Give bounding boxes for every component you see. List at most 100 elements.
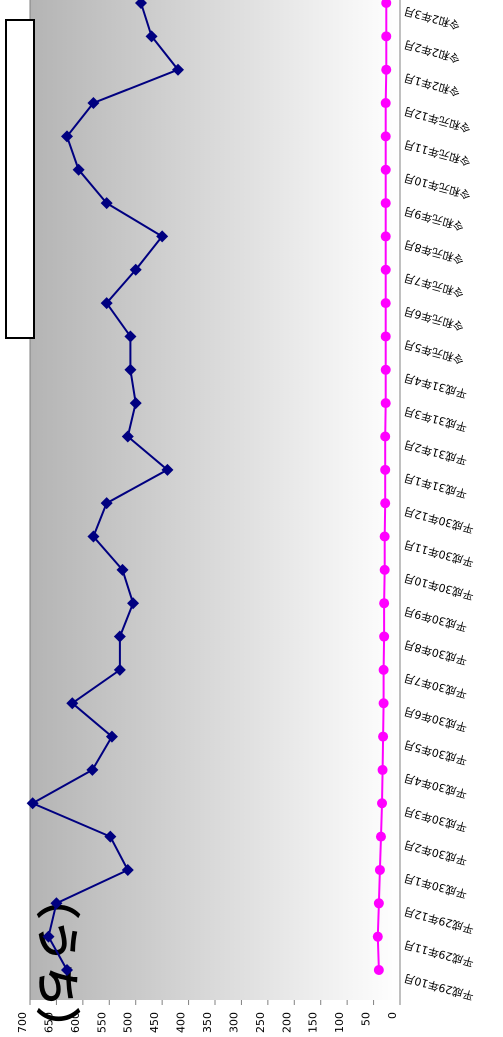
series-1-point xyxy=(129,263,142,276)
x-tick-label-group: 平成30年3月 xyxy=(402,804,468,834)
x-tick-label: 平成30年1月 xyxy=(402,871,468,901)
y-tick-label-group: 450 xyxy=(148,1012,161,1033)
x-tick-label-group: 平成30年12月 xyxy=(402,504,475,536)
series-2-point xyxy=(372,931,383,942)
series-1-point xyxy=(161,463,174,476)
x-tick-label-group: 平成31年2月 xyxy=(402,438,468,468)
x-tick-label: 平成31年4月 xyxy=(402,371,468,401)
series-1-point xyxy=(121,863,134,876)
x-tick-label-group: 平成30年2月 xyxy=(402,838,468,868)
series-2-point xyxy=(381,31,392,42)
y-tick-label-group: 150 xyxy=(307,1012,320,1033)
x-tick-label: 平成30年9月 xyxy=(402,604,468,634)
x-tick-label-group: 令和元年7月 xyxy=(402,271,466,301)
x-tick-label-group: 平成30年9月 xyxy=(402,604,468,634)
y-tick-label: 0 xyxy=(386,1012,399,1019)
series-2-point xyxy=(380,131,391,142)
x-tick-label-group: 平成29年11月 xyxy=(402,938,475,970)
series-1-point xyxy=(104,830,117,843)
series-1-point xyxy=(100,197,113,210)
series-1-point xyxy=(124,363,137,376)
y-tick-label: 50 xyxy=(360,1012,373,1026)
y-tick-label: 200 xyxy=(280,1012,293,1033)
x-tick-label: 令和元年6月 xyxy=(402,304,466,334)
x-tick-label: 平成30年3月 xyxy=(402,804,468,834)
series-1-point xyxy=(129,397,142,410)
series-2-point xyxy=(380,398,391,409)
legend-box xyxy=(5,19,35,339)
y-tick-label-group: 300 xyxy=(227,1012,240,1033)
series-1-point xyxy=(145,30,158,43)
x-tick-label-group: 平成30年4月 xyxy=(402,771,468,801)
series-2-point xyxy=(378,731,389,742)
x-tick-label-group: 平成30年10月 xyxy=(402,571,475,603)
x-tick-label: 平成30年11月 xyxy=(402,538,475,570)
x-tick-label: 平成31年3月 xyxy=(402,404,468,434)
x-tick-label: 平成29年10月 xyxy=(402,971,475,1003)
y-tick-label-group: 200 xyxy=(280,1012,293,1033)
x-tick-label-group: 令和2年1月 xyxy=(402,71,462,100)
y-tick-label: 500 xyxy=(122,1012,135,1033)
plot-area xyxy=(30,0,400,1000)
x-tick-label: 平成30年10月 xyxy=(402,571,475,603)
x-tick-label: 平成31年2月 xyxy=(402,438,468,468)
x-tick-label: 平成30年12月 xyxy=(402,504,475,536)
series-2-point xyxy=(374,864,385,875)
series-2-point xyxy=(381,64,392,75)
x-tick-label-group: 令和元年5月 xyxy=(402,338,466,368)
y-tick-label: 400 xyxy=(175,1012,188,1033)
x-tick-label: 令和元年8月 xyxy=(402,238,466,268)
x-tick-label-group: 平成29年12月 xyxy=(402,904,475,936)
series-2-point xyxy=(380,198,391,209)
x-tick-label: 平成30年8月 xyxy=(402,638,468,668)
series-1-point xyxy=(86,763,99,776)
y-tick-label-group: 350 xyxy=(201,1012,214,1033)
series-2-point xyxy=(380,431,391,442)
series-2-point xyxy=(378,664,389,675)
x-tick-label-group: 令和2年3月 xyxy=(402,4,462,33)
x-tick-label-group: 令和元年9月 xyxy=(402,204,466,234)
y-tick-label-group: 650 xyxy=(42,1012,55,1033)
x-tick-label-group: 平成30年6月 xyxy=(402,704,468,734)
series-2-point xyxy=(373,898,384,909)
series-2-point xyxy=(379,598,390,609)
series-2-point xyxy=(379,631,390,642)
x-tick-label: 平成30年2月 xyxy=(402,838,468,868)
x-axis: 平成29年10月平成29年11月平成29年12月平成30年1月平成30年2月平成… xyxy=(402,4,475,1003)
series-1-point xyxy=(61,130,73,143)
x-tick-label: 令和元年12月 xyxy=(402,104,472,135)
series-2-point xyxy=(380,298,391,309)
x-tick-label-group: 平成30年7月 xyxy=(402,671,468,701)
x-tick-label: 平成31年1月 xyxy=(402,471,468,501)
x-tick-label-group: 平成31年1月 xyxy=(402,471,468,501)
x-tick-label: 令和2年3月 xyxy=(402,4,462,33)
series-1-point xyxy=(124,330,137,343)
x-tick-label-group: 令和元年6月 xyxy=(402,304,466,334)
y-tick-label-group: 100 xyxy=(333,1012,346,1033)
y-tick-label-group: 250 xyxy=(254,1012,267,1033)
series-1-point xyxy=(156,230,169,243)
series-1-point xyxy=(121,430,134,443)
series-1-point xyxy=(72,163,85,176)
y-tick-label: 700 xyxy=(16,1012,29,1033)
x-tick-label: 令和元年11月 xyxy=(402,137,472,168)
series-1-line xyxy=(30,2,180,971)
series-layer xyxy=(26,0,392,976)
series-1-point xyxy=(135,0,147,9)
series-1-point xyxy=(50,897,63,910)
y-tick-label-group: 550 xyxy=(95,1012,108,1033)
series-2-point xyxy=(378,698,389,709)
series-1-point xyxy=(116,563,129,576)
x-tick-label: 令和2年1月 xyxy=(402,71,462,100)
y-tick-label: 100 xyxy=(333,1012,346,1033)
series-1-point xyxy=(105,730,118,743)
series-2-point xyxy=(377,764,388,775)
series-2-point xyxy=(380,164,391,175)
series-1-point xyxy=(87,97,100,110)
series-2-point xyxy=(381,0,392,8)
series-2-point xyxy=(380,364,391,375)
series-2-point xyxy=(380,498,391,509)
series-2-point xyxy=(375,831,386,842)
y-axis: 0 50 100 150 200 250 300 350 400 450 500 550 600 650 7… xyxy=(16,1000,401,1033)
